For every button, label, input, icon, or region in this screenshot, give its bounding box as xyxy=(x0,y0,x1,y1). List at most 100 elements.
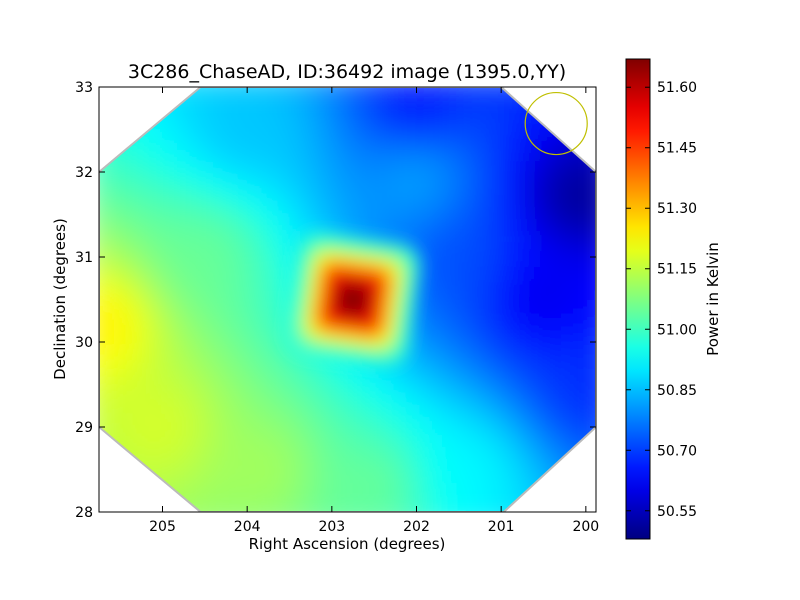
heat-cell xyxy=(567,387,580,400)
heat-cell xyxy=(135,207,148,220)
heat-cell xyxy=(123,423,136,436)
heat-cell xyxy=(147,375,160,388)
heat-cell xyxy=(135,447,148,460)
heat-cell xyxy=(555,519,568,532)
heat-cell xyxy=(603,135,616,148)
heat-cell xyxy=(423,375,436,388)
heat-cell xyxy=(447,423,460,436)
heat-cell xyxy=(567,363,580,376)
x-tick-label: 201 xyxy=(488,519,515,535)
heat-cell xyxy=(99,303,112,316)
heat-cell xyxy=(471,351,484,364)
heat-cell xyxy=(99,447,100,460)
heat-cell xyxy=(267,399,280,412)
heat-cell xyxy=(519,303,532,316)
heat-cell xyxy=(543,255,556,268)
heat-cell xyxy=(327,447,340,460)
heat-cell xyxy=(291,183,304,196)
heat-cell xyxy=(447,279,460,292)
heat-cell xyxy=(363,99,376,112)
heat-cell xyxy=(363,363,376,376)
heat-cell xyxy=(435,231,448,244)
heat-cell xyxy=(447,495,460,508)
heat-cell xyxy=(135,387,148,400)
heat-cell xyxy=(483,171,496,184)
heat-cell xyxy=(507,339,520,352)
heat-cell xyxy=(411,219,424,232)
heat-cell xyxy=(195,111,208,124)
heat-cell xyxy=(591,255,596,268)
heat-cell xyxy=(459,351,472,364)
heat-cell xyxy=(279,363,292,376)
heat-cell xyxy=(111,207,124,220)
heat-cell xyxy=(207,183,220,196)
heat-cell xyxy=(195,471,208,484)
heat-cell xyxy=(267,315,280,328)
heat-cell xyxy=(279,351,292,364)
heat-cell xyxy=(399,483,412,496)
heat-cell xyxy=(519,231,532,244)
heat-cell xyxy=(279,375,292,388)
heat-cell xyxy=(387,495,400,508)
heat-cell xyxy=(243,363,256,376)
heat-cell xyxy=(99,483,100,496)
footprint-edge xyxy=(99,87,596,512)
heat-cell xyxy=(399,375,412,388)
heat-cell xyxy=(387,99,400,112)
heat-cell xyxy=(387,171,400,184)
heat-cell xyxy=(459,171,472,184)
heat-cell xyxy=(603,495,616,508)
heat-cell xyxy=(327,507,340,512)
heat-cell xyxy=(159,171,172,184)
heat-cell xyxy=(495,207,508,220)
heat-cell xyxy=(123,351,136,364)
heat-cell xyxy=(531,387,544,400)
heat-cell xyxy=(471,195,484,208)
heat-cell xyxy=(267,195,280,208)
heat-cell xyxy=(495,135,508,148)
heat-cell xyxy=(99,399,100,412)
heat-cell xyxy=(111,519,124,532)
heat-cell xyxy=(279,483,292,496)
heat-cell xyxy=(459,483,472,496)
heat-cell xyxy=(207,123,220,136)
heat-cell xyxy=(351,387,364,400)
heat-cell xyxy=(231,483,244,496)
heat-cell xyxy=(171,399,184,412)
heat-cell xyxy=(603,387,616,400)
colorbar-tick-label: 50.55 xyxy=(657,504,697,520)
heat-cell xyxy=(495,111,508,124)
heat-cell xyxy=(423,171,436,184)
heat-cell xyxy=(423,291,436,304)
heat-cell xyxy=(495,123,508,136)
heat-cell xyxy=(363,459,376,472)
heat-cell xyxy=(411,363,424,376)
heat-cell xyxy=(483,195,496,208)
heat-cell xyxy=(171,147,184,160)
heat-cell xyxy=(483,267,496,280)
heat-cell xyxy=(351,171,364,184)
heat-cell xyxy=(351,507,364,512)
heat-cell xyxy=(219,423,232,436)
heat-cell xyxy=(495,291,508,304)
heat-cell xyxy=(219,303,232,316)
colorbar-label: Power in Kelvin xyxy=(704,242,722,356)
heat-cell xyxy=(603,147,616,160)
heat-cell xyxy=(399,423,412,436)
heat-cell xyxy=(207,375,220,388)
heat-cell xyxy=(555,207,568,220)
heat-cell xyxy=(603,339,616,352)
heat-cell xyxy=(339,99,352,112)
heat-cell xyxy=(507,351,520,364)
heat-cell xyxy=(135,267,148,280)
heat-cell xyxy=(387,135,400,148)
heat-cell xyxy=(195,219,208,232)
heat-cell xyxy=(459,291,472,304)
heat-cell xyxy=(495,435,508,448)
heat-cell xyxy=(447,183,460,196)
heat-cell xyxy=(123,411,136,424)
heat-cell xyxy=(339,495,352,508)
heat-cell xyxy=(411,195,424,208)
heat-cell xyxy=(363,375,376,388)
